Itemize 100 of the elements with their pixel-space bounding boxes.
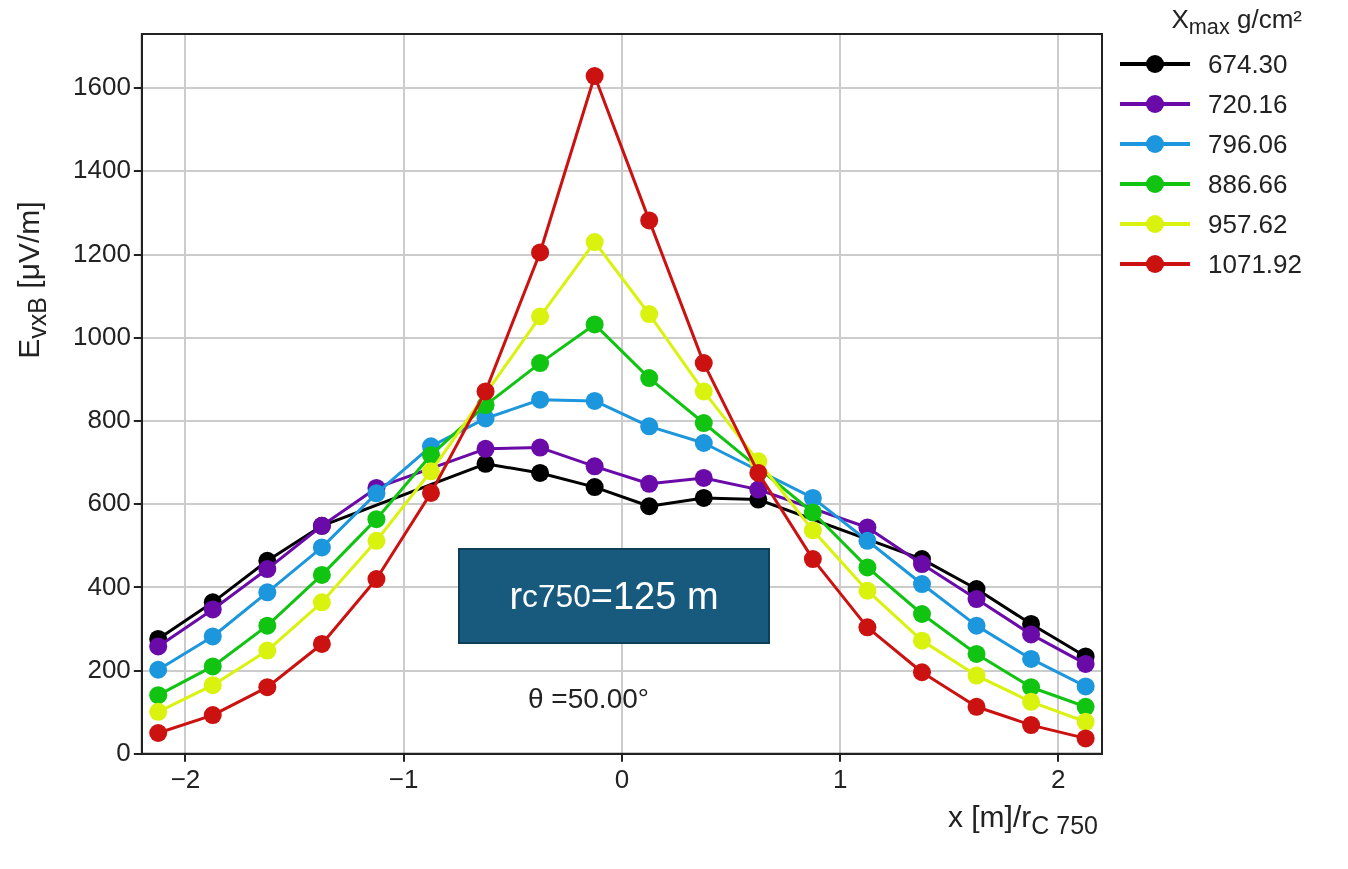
point (803, 521, 822, 540)
point (858, 558, 877, 577)
y-tick-label: 200 (87, 653, 131, 684)
point (912, 605, 931, 623)
x-tick-label: −2 (170, 763, 201, 794)
point (312, 538, 331, 557)
point (531, 463, 550, 482)
point (858, 531, 877, 550)
point (312, 634, 331, 653)
point (694, 354, 713, 373)
point (912, 663, 931, 682)
point (476, 454, 495, 473)
point (203, 657, 222, 676)
x-tick-label: 1 (832, 763, 848, 794)
point (1022, 649, 1041, 668)
point (640, 497, 659, 516)
point (258, 583, 277, 602)
point (967, 616, 986, 635)
point (531, 354, 550, 373)
point (531, 307, 550, 326)
y-tick-label: 600 (87, 487, 131, 518)
point (803, 488, 822, 507)
point (1076, 712, 1095, 731)
point (640, 474, 659, 493)
point (858, 581, 877, 600)
x-tick-label: 0 (614, 763, 630, 794)
legend-label: 957.62 (1208, 208, 1288, 240)
point (258, 616, 277, 635)
point (585, 67, 604, 86)
legend-label: 674.30 (1208, 48, 1288, 80)
point (367, 531, 386, 550)
x-tick-label: 2 (1051, 763, 1066, 794)
point (585, 233, 604, 252)
point (1022, 625, 1041, 644)
point (1022, 716, 1041, 735)
point (203, 676, 222, 695)
point (258, 678, 277, 697)
point (640, 369, 659, 388)
point (803, 550, 822, 569)
point (1076, 697, 1095, 716)
y-tick-label: 1400 (73, 154, 131, 185)
point (585, 315, 604, 334)
point (421, 446, 440, 465)
point (640, 417, 659, 436)
point (203, 627, 222, 646)
point (1022, 692, 1041, 711)
point (585, 478, 604, 497)
x-tick-label: −1 (388, 763, 419, 794)
point (640, 211, 659, 230)
point (749, 480, 768, 499)
point (531, 390, 550, 409)
point (312, 593, 331, 612)
annotation: θ =50.00° (528, 683, 649, 715)
point (967, 697, 986, 716)
legend-label: 796.06 (1208, 128, 1288, 160)
y-tick-label: 1200 (73, 237, 131, 268)
point (1076, 654, 1095, 673)
point (149, 660, 168, 679)
legend-label: 720.16 (1208, 88, 1288, 120)
y-tick-label: 800 (87, 404, 131, 435)
point (640, 305, 659, 324)
point (149, 702, 168, 721)
point (421, 483, 440, 502)
point (803, 503, 822, 522)
point (694, 468, 713, 487)
point (531, 243, 550, 262)
point (149, 724, 168, 742)
point (367, 570, 386, 589)
point (967, 666, 986, 685)
point (694, 488, 713, 507)
point (258, 641, 277, 660)
point (258, 560, 277, 579)
point (1076, 729, 1095, 748)
y-tick-label: 400 (87, 570, 131, 601)
point (367, 484, 386, 503)
point (367, 510, 386, 529)
legend-label: 886.66 (1208, 168, 1288, 200)
point (149, 686, 168, 705)
point (858, 618, 877, 637)
y-tick-label: 0 (116, 736, 131, 767)
point (149, 637, 168, 656)
point (312, 565, 331, 584)
point (531, 438, 550, 457)
legend-title: X$_{max}$ g/cm² (1170, 4, 1302, 41)
point (585, 391, 604, 410)
point (912, 631, 931, 650)
y-tick-label: 1600 (73, 71, 131, 102)
point (967, 644, 986, 663)
point (694, 382, 713, 401)
point (912, 555, 931, 574)
x-axis-title: x [m]/r$_{C 750}$ (947, 800, 1098, 840)
point (912, 575, 931, 594)
point (203, 600, 222, 619)
point (421, 462, 440, 481)
y-tick-label: 1000 (73, 320, 131, 351)
point (967, 590, 986, 609)
point (694, 414, 713, 433)
point (1076, 677, 1095, 696)
point (585, 457, 604, 476)
legend-label: 1071.92 (1208, 248, 1302, 280)
